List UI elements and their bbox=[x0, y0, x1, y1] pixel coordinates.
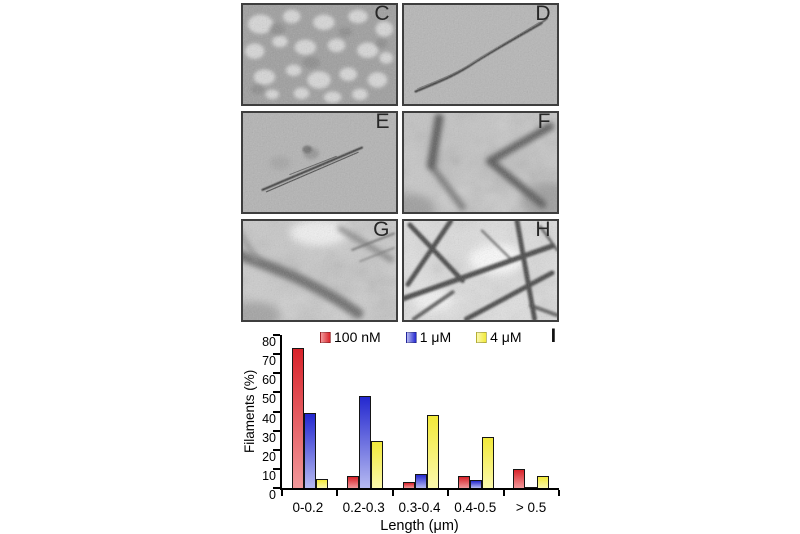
x-category-label: > 0.5 bbox=[515, 500, 547, 515]
bar bbox=[457, 475, 470, 488]
panel-label-f: F bbox=[537, 111, 551, 133]
panel-e: E bbox=[241, 111, 398, 214]
bar-group bbox=[337, 335, 392, 488]
x-tick-mark bbox=[558, 490, 560, 496]
plot-area: 100 nM 1 μM 4 μM I bbox=[273, 326, 560, 496]
y-tick-mark bbox=[273, 334, 280, 336]
panel-g: G bbox=[241, 219, 398, 322]
em-micrograph-oligomers-image bbox=[243, 5, 396, 104]
em-micrograph-single-filament-image bbox=[404, 5, 557, 104]
panel-label-i: I bbox=[550, 326, 556, 347]
bar bbox=[513, 468, 526, 488]
figure: C D bbox=[241, 3, 560, 534]
plot-row: Filaments (%) 0 10 20 30 40 50 60 70 80 100 nM 1… bbox=[241, 326, 560, 502]
bar bbox=[469, 480, 482, 488]
y-tick-mark bbox=[273, 410, 280, 413]
em-micrograph-filament-bundle-image bbox=[243, 113, 396, 212]
panel-label-e: E bbox=[375, 111, 390, 133]
bar bbox=[359, 396, 372, 488]
bar-groups bbox=[282, 335, 559, 488]
y-tick-mark bbox=[273, 353, 280, 356]
panel-label-g: G bbox=[373, 219, 390, 241]
legend-label-1um: 1 μM bbox=[419, 329, 452, 345]
y-tick-mark bbox=[273, 372, 280, 375]
legend-swatch-100nm bbox=[320, 331, 331, 343]
x-category-label: 0.3-0.4 bbox=[398, 500, 441, 515]
chart-legend: 100 nM 1 μM 4 μM I bbox=[320, 326, 559, 348]
bar-group bbox=[282, 335, 337, 488]
y-axis-title: Filaments (%) bbox=[242, 369, 257, 454]
bar bbox=[291, 348, 304, 488]
bar bbox=[303, 413, 316, 488]
bar-group bbox=[393, 335, 448, 488]
bar bbox=[525, 487, 538, 488]
x-tick-mark bbox=[336, 490, 339, 496]
y-axis-tick-labels: 0 10 20 30 40 50 60 70 80 bbox=[262, 335, 276, 502]
legend-item-4um: 4 μM bbox=[476, 329, 522, 345]
panel-label-c: C bbox=[374, 3, 390, 25]
panel-c: C bbox=[241, 3, 398, 106]
micrograph-grid: C D bbox=[241, 3, 559, 322]
panel-f: F bbox=[402, 111, 559, 214]
legend-label-4um: 4 μM bbox=[490, 329, 522, 345]
bar bbox=[537, 475, 550, 488]
x-axis-category-labels: 0-0.2 0.2-0.3 0.3-0.4 0.4-0.5 > 0.5 bbox=[280, 500, 559, 515]
em-micrograph-thick-fibrils-image bbox=[243, 221, 396, 320]
bar bbox=[426, 415, 439, 488]
legend-label-100nm: 100 nM bbox=[334, 329, 381, 345]
filament-length-histogram: Filaments (%) 0 10 20 30 40 50 60 70 80 100 nM 1… bbox=[241, 326, 560, 534]
y-tick-mark bbox=[273, 391, 280, 394]
panel-label-h: H bbox=[535, 219, 551, 241]
y-tick-mark bbox=[273, 448, 280, 451]
em-micrograph-fibrils-image bbox=[404, 113, 557, 212]
bar-group bbox=[448, 335, 503, 488]
x-category-label: 0.4-0.5 bbox=[454, 500, 497, 515]
y-tick-mark bbox=[273, 487, 280, 489]
bar bbox=[315, 479, 328, 488]
x-category-label: 0-0.2 bbox=[292, 500, 324, 515]
legend-item-1um: 1 μM bbox=[405, 329, 452, 345]
bar-group bbox=[504, 335, 559, 488]
x-axis-title: Length (μm) bbox=[380, 518, 459, 534]
y-tick-mark bbox=[273, 429, 280, 432]
bar bbox=[347, 475, 360, 488]
em-micrograph-fibril-network-image bbox=[404, 221, 557, 320]
bar bbox=[414, 473, 427, 488]
x-category-label: 0.2-0.3 bbox=[342, 500, 385, 515]
x-tick-mark bbox=[281, 490, 283, 496]
bar bbox=[371, 441, 384, 488]
panel-d: D bbox=[402, 3, 559, 106]
x-tick-mark bbox=[502, 490, 505, 496]
legend-swatch-4um bbox=[476, 331, 488, 343]
bar bbox=[402, 482, 415, 488]
y-tick-mark bbox=[273, 467, 280, 470]
x-tick-mark bbox=[447, 490, 450, 496]
legend-swatch-1um bbox=[405, 331, 417, 343]
x-tick-mark bbox=[391, 490, 394, 496]
legend-item-100nm: 100 nM bbox=[320, 329, 381, 345]
bar bbox=[481, 437, 494, 488]
panel-label-d: D bbox=[535, 3, 551, 25]
panel-h: H bbox=[402, 219, 559, 322]
